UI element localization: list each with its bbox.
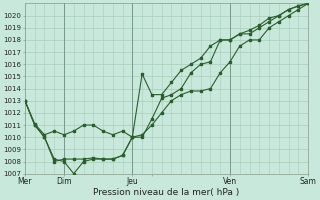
X-axis label: Pression niveau de la mer( hPa ): Pression niveau de la mer( hPa ) [93,188,240,197]
